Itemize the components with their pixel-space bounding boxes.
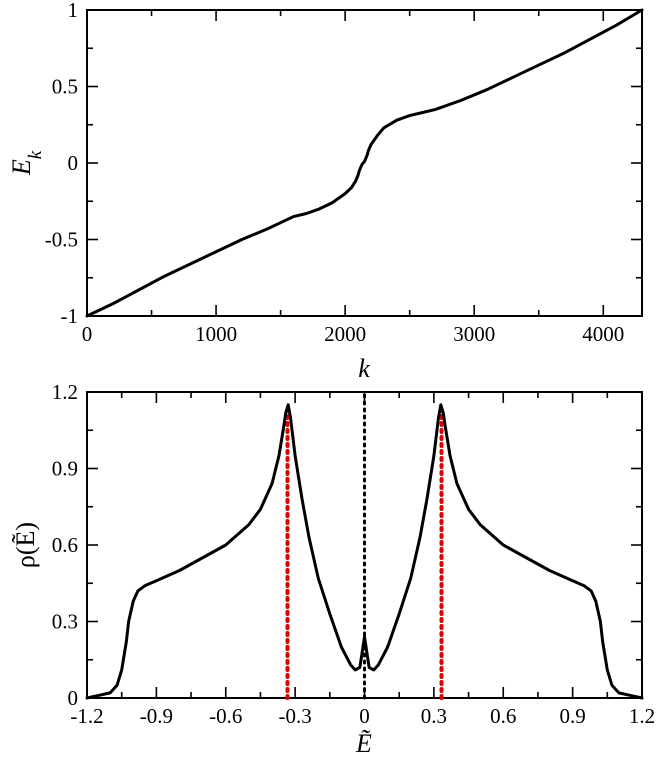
y-axis-title: ρ(Ẽ) [11,522,40,568]
series-line-rho [85,403,644,700]
data-series [85,8,644,318]
x-tick-label: -0.9 [140,704,173,728]
x-tick-label: 0 [359,704,370,728]
x-tick-label: 0 [82,322,93,346]
y-tick-label: -1 [61,304,79,328]
x-tick-label: 1.2 [629,704,655,728]
x-tick-label: -0.6 [209,704,242,728]
density-of-states-chart: -1.2 -0.9 -0.6 -0.3 0 0.3 0.6 0.9 1.2 0 0.3 0.6 0.9 1… [11,380,655,758]
y-tick-label: 1 [68,0,79,22]
y-axis-title: Ek [7,150,46,176]
y-tick-label: 1.2 [52,380,78,404]
y-axis-title-main: E [7,159,36,176]
y-tick-label: 0 [68,151,79,175]
y-tick-label: 0.5 [52,75,78,99]
x-tick-label: 1000 [195,322,237,346]
y-axis-title-subscript: k [25,150,46,159]
axis-ticks: 0 1000 2000 3000 4000 -1 -0.5 0 0.5 1 [45,0,642,346]
x-axis-title: Ẽ [355,729,372,758]
x-axis-title: k [358,354,370,383]
energy-spectrum-chart: 0 1000 2000 3000 4000 -1 -0.5 0 0.5 1 k Ek [7,0,644,383]
x-tick-label: 0.9 [560,704,586,728]
x-tick-label: 2000 [324,322,366,346]
y-tick-label: 0.6 [52,533,78,557]
y-tick-label: 0 [68,686,79,710]
y-tick-label: 0.9 [52,457,78,481]
x-tick-label: 4000 [582,322,624,346]
series-line-e-k [85,8,644,318]
x-tick-label: -0.3 [279,704,312,728]
x-tick-label: 0.3 [421,704,447,728]
x-tick-label: 3000 [453,322,495,346]
data-series [85,403,644,700]
x-tick-label: 0.6 [490,704,516,728]
x-tick-label: -1.2 [70,704,103,728]
axis-ticks: -1.2 -0.9 -0.6 -0.3 0 0.3 0.6 0.9 1.2 0 0.3 0.6 0.9 1… [52,380,655,728]
y-tick-label: -0.5 [45,228,78,252]
y-tick-label: 0.3 [52,610,78,634]
reference-lines [285,390,444,700]
